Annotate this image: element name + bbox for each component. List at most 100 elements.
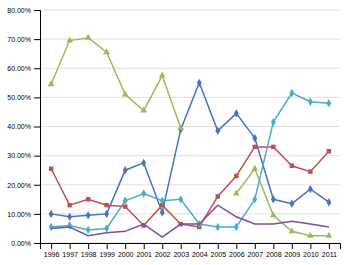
- x-tick-label: 1997: [62, 251, 78, 258]
- x-tick-label: 2004: [192, 251, 208, 258]
- y-tick-label: 10.00%: [7, 211, 31, 218]
- marker: [104, 224, 109, 232]
- x-tick-label: 2006: [229, 251, 245, 258]
- marker: [197, 79, 202, 87]
- marker: [67, 203, 71, 207]
- x-tick-mark: [255, 243, 256, 249]
- y-tick-label: 70.00%: [7, 36, 31, 43]
- series-line: [51, 205, 329, 237]
- grid-line: [40, 68, 340, 69]
- y-tick-label: 50.00%: [7, 94, 31, 101]
- y-tick: 10.00%: [7, 211, 40, 218]
- grid-line: [40, 97, 340, 98]
- x-tick-label: 2009: [285, 251, 301, 258]
- x-tick-label: 1998: [81, 251, 97, 258]
- y-tick-mark: [34, 185, 40, 186]
- y-tick-mark: [34, 214, 40, 215]
- series-line: [51, 83, 329, 217]
- y-tick: 70.00%: [7, 36, 40, 43]
- y-tick: 50.00%: [7, 94, 40, 101]
- plot: 1996199719981999200020012002200320042005…: [7, 7, 340, 258]
- x-tick-mark: [236, 243, 237, 249]
- series-line: [51, 147, 329, 227]
- grid: [40, 10, 340, 243]
- y-tick-label: 40.00%: [7, 123, 31, 130]
- marker: [215, 223, 220, 231]
- x-tick: 2006: [229, 243, 245, 258]
- x-tick-label: 2005: [210, 251, 226, 258]
- marker: [103, 48, 110, 54]
- series-line: [51, 93, 329, 230]
- marker: [270, 211, 277, 217]
- marker: [289, 200, 294, 208]
- y-tick: 40.00%: [7, 123, 40, 130]
- y-tick: 60.00%: [7, 65, 40, 72]
- marker: [326, 99, 331, 107]
- x-tick-mark: [88, 243, 89, 249]
- x-tick-mark: [292, 243, 293, 249]
- x-tick: 1998: [81, 243, 97, 258]
- marker: [325, 232, 332, 238]
- grid-line: [40, 155, 340, 156]
- marker: [49, 166, 53, 170]
- marker: [327, 149, 331, 153]
- y-tick-mark: [34, 68, 40, 69]
- x-tick: 1997: [62, 243, 78, 258]
- x-tick-label: 2003: [173, 251, 189, 258]
- x-tick: 2005: [210, 243, 226, 258]
- grid-line: [40, 184, 340, 185]
- marker: [49, 223, 54, 231]
- marker: [160, 197, 165, 205]
- marker: [141, 189, 146, 197]
- marker: [271, 145, 275, 149]
- y-tick-mark: [34, 39, 40, 40]
- x-tick-label: 2007: [248, 251, 264, 258]
- x-tick-label: 2001: [136, 251, 152, 258]
- x-tick-mark: [273, 243, 274, 249]
- marker: [233, 190, 240, 196]
- x-tick: 2003: [173, 243, 189, 258]
- x-tick: 2009: [285, 243, 301, 258]
- x-tick-mark: [51, 243, 52, 249]
- y-tick-label: 60.00%: [7, 65, 31, 72]
- marker: [86, 197, 90, 201]
- series-markers: [49, 89, 332, 234]
- y-tick-mark: [34, 10, 40, 11]
- marker: [48, 80, 55, 86]
- marker: [271, 195, 276, 203]
- marker: [308, 185, 313, 193]
- marker: [234, 223, 239, 231]
- marker: [160, 208, 165, 216]
- marker: [123, 197, 128, 205]
- marker: [85, 34, 92, 40]
- x-tick-mark: [218, 243, 219, 249]
- marker: [122, 91, 129, 97]
- marker: [288, 227, 295, 233]
- chart: 1996199719981999200020012002200320042005…: [0, 0, 350, 265]
- y-tick-mark: [34, 243, 40, 244]
- x-tick: 2002: [155, 243, 171, 258]
- grid-line: [40, 10, 340, 11]
- x-tick-label: 2002: [155, 251, 171, 258]
- marker: [140, 107, 147, 113]
- marker: [49, 210, 54, 218]
- marker: [141, 159, 146, 167]
- y-axis: 0.00%10.00%20.00%30.00%40.00%50.00%60.00…: [7, 7, 40, 247]
- y-tick-label: 20.00%: [7, 181, 31, 188]
- series-markers: [48, 34, 333, 238]
- marker: [290, 164, 294, 168]
- y-tick-label: 80.00%: [7, 7, 31, 14]
- x-axis-line: [41, 244, 341, 250]
- marker: [308, 169, 312, 173]
- marker: [307, 232, 314, 238]
- y-axis-line: [34, 11, 41, 244]
- marker: [123, 204, 127, 208]
- marker: [252, 134, 257, 142]
- series-markers: [49, 145, 331, 230]
- marker: [104, 203, 108, 207]
- x-tick-label: 1996: [44, 251, 60, 258]
- x-tick-mark: [181, 243, 182, 249]
- y-tick-label: 0.00%: [11, 240, 31, 247]
- marker: [216, 194, 220, 198]
- x-tick: 2008: [266, 243, 282, 258]
